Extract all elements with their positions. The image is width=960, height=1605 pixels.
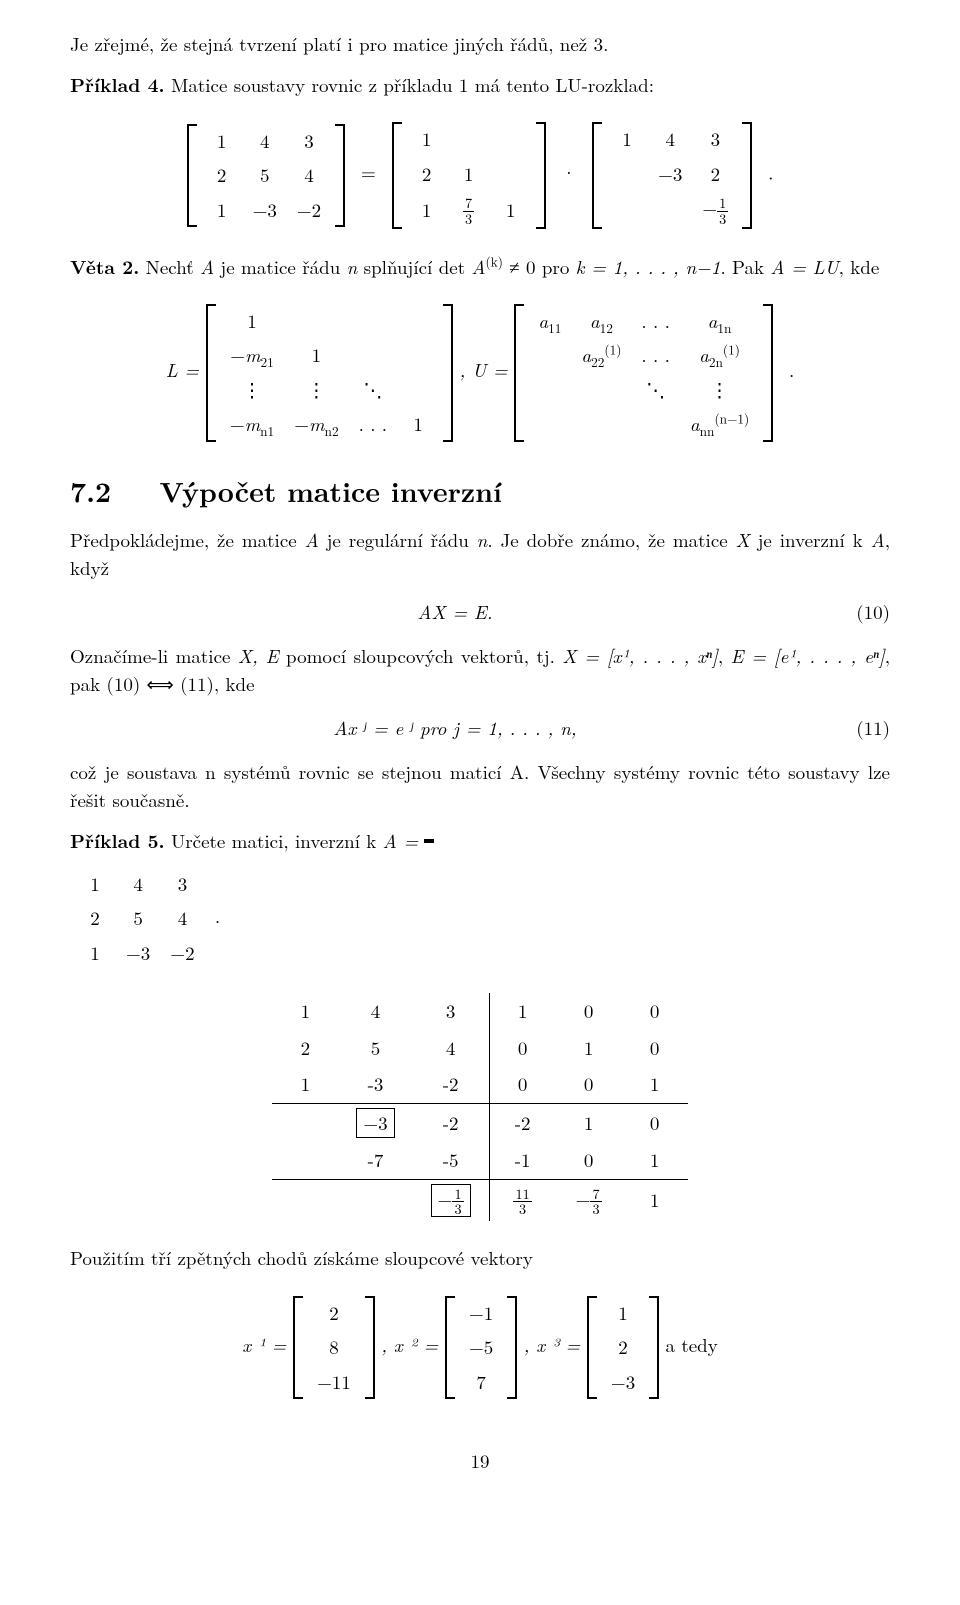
back-substitution-sentence: Použitím tří zpětných chodů získáme slou… bbox=[70, 1244, 890, 1273]
section-para2: Označíme-li matice X, E pomocí sloupcový… bbox=[70, 642, 890, 699]
priklad4: Příklad 4. Matice soustavy rovnic z přík… bbox=[70, 70, 890, 100]
general-LU-equation: L = 1 −m211 ⋮⋮⋱ −mn1−mn2. . .1 , U = a11… bbox=[70, 304, 890, 442]
matrix-A: 1432541−3−2 bbox=[187, 124, 346, 228]
section-title: Výpočet matice inverzní bbox=[159, 471, 502, 511]
solution-vectors: x⃗ ¹ = 28−11 , x⃗ ² = −1−57 , x⃗ ³ = 12−… bbox=[70, 1296, 890, 1400]
page-number: 19 bbox=[70, 1447, 890, 1476]
intro-paragraph: Je zřejmé, že stejná tvrzení platí i pro… bbox=[70, 30, 890, 59]
priklad4-label: Příklad 4. bbox=[70, 70, 165, 98]
priklad4-text: Matice soustavy rovnic z příkladu 1 má t… bbox=[165, 71, 654, 98]
lu-decomposition-equation: 1432541−3−2 = 1211731 · 143−32−13 . bbox=[70, 122, 890, 229]
gaussian-elimination-table: 143100 254010 1-3-2001 −3-2-210 -7-5-101… bbox=[272, 993, 687, 1221]
priklad5-matrix bbox=[424, 839, 434, 843]
matrix-U: 143−32−13 bbox=[592, 122, 752, 229]
vector-x2: −1−57 bbox=[445, 1296, 517, 1400]
section-number: 7.2 bbox=[70, 471, 111, 511]
vector-x3: 12−3 bbox=[587, 1296, 659, 1400]
veta2: Věta 2. Nechť A je matice řádu n splňují… bbox=[70, 252, 890, 282]
section-heading: 7.2 Výpočet matice inverzní bbox=[70, 470, 890, 512]
matrix-L: 1211731 bbox=[392, 122, 546, 229]
equation-10: AX = E. (10) bbox=[70, 598, 890, 627]
equation-11: Ax⃗ ʲ = e⃗ ʲ pro j = 1, . . . , n, (11) bbox=[70, 714, 890, 743]
matrix-L-general: 1 −m211 ⋮⋮⋱ −mn1−mn2. . .1 bbox=[206, 304, 453, 442]
section-para3: což je soustava n systémů rovnic se stej… bbox=[70, 758, 890, 815]
veta2-label: Věta 2. bbox=[70, 252, 139, 280]
section-para1: Předpokládejme, že matice A je regulární… bbox=[70, 526, 890, 583]
vector-x1: 28−11 bbox=[293, 1296, 375, 1400]
priklad5-label: Příklad 5. bbox=[70, 826, 165, 854]
matrix-U-general: a11a12. . .a1n a22(1). . .a2n(1) ⋱⋮ ann(… bbox=[514, 304, 773, 442]
priklad5: Příklad 5. Určete matici, inverzní k A = bbox=[70, 826, 890, 856]
